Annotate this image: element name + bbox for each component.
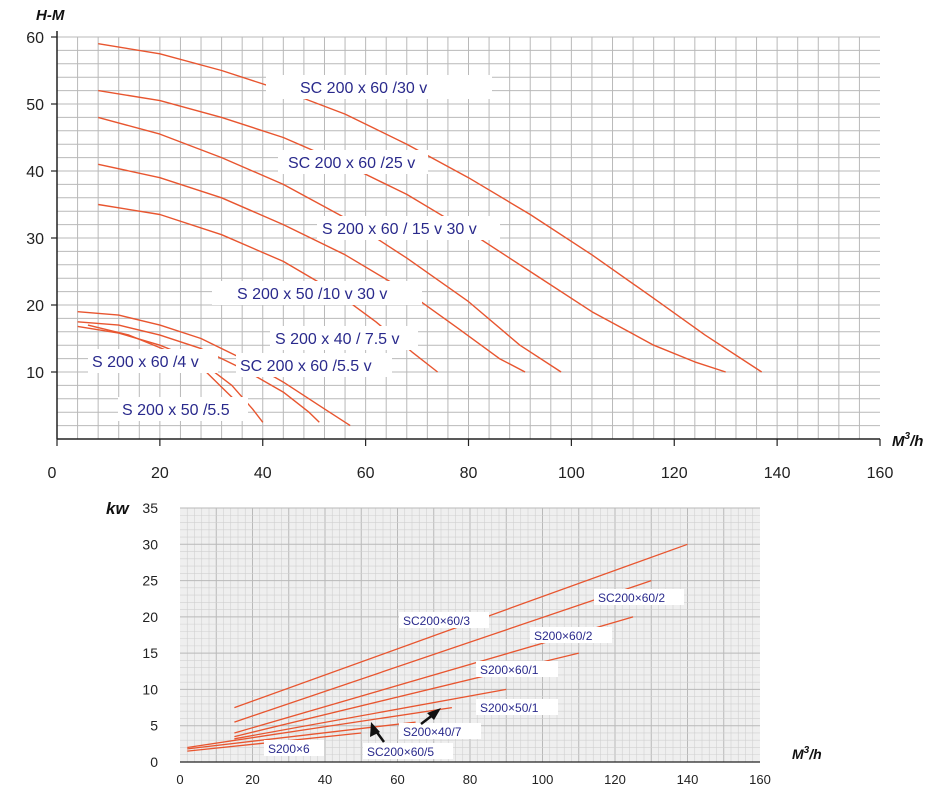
svg-text:S200×60/2: S200×60/2 xyxy=(534,629,593,643)
head-y-tick-label: 20 xyxy=(26,298,44,315)
power-label-s200x6: S200×6 xyxy=(264,740,324,756)
power-y-tick-label: 20 xyxy=(142,609,158,625)
svg-text:S 200 x 50 /10 v 30 v: S 200 x 50 /10 v 30 v xyxy=(237,286,387,303)
svg-text:SC200×60/2: SC200×60/2 xyxy=(598,591,665,605)
power-x-tick-label: 120 xyxy=(604,772,626,787)
power-grid xyxy=(180,507,760,762)
head-y-tick-label: 10 xyxy=(26,365,44,382)
curve-label-sc200x60-25v: SC 200 x 60 /25 v xyxy=(278,150,428,174)
power-label-s200x60-1: S200×60/1 xyxy=(476,661,558,677)
power-curve-1 xyxy=(234,579,652,723)
head-flow-chart: 10 20 30 40 50 60 0 20 40 60 80 100 120 140 160 H-M M… xyxy=(26,7,923,482)
power-label-sc200x60-5: SC200×60/5 xyxy=(363,743,453,759)
curve-label-s200x50-10v: S 200 x 50 /10 v 30 v xyxy=(212,281,422,305)
head-x-tick-label: 140 xyxy=(764,465,791,482)
power-y-axis-title: kw xyxy=(106,499,130,518)
svg-text:S 200 x 60 / 15 v 30 v: S 200 x 60 / 15 v 30 v xyxy=(322,221,477,238)
curve-label-sc200x60-5-5v: SC 200 x 60 /5.5 v xyxy=(236,353,392,377)
power-y-tick-label: 15 xyxy=(142,645,158,661)
power-y-tick-label: 5 xyxy=(150,718,158,734)
curve-label-s200x60-15v: S 200 x 60 / 15 v 30 v xyxy=(317,216,500,240)
arrow-icon-s200x40-7 xyxy=(420,708,441,725)
head-curve-1 xyxy=(98,89,726,373)
arrow-icon-sc200x60-5 xyxy=(370,722,386,743)
head-x-tick-label: 60 xyxy=(357,465,375,482)
power-x-tick-label: 0 xyxy=(176,772,183,787)
power-label-s200x60-2: S200×60/2 xyxy=(530,627,612,643)
curve-label-s200x50-5-5: S 200 x 50 /5.5 xyxy=(118,397,248,421)
head-x-tick-label: 80 xyxy=(460,465,478,482)
head-x-tick-label: 120 xyxy=(661,465,688,482)
svg-text:S200×50/1: S200×50/1 xyxy=(480,701,539,715)
power-x-tick-label: 40 xyxy=(318,772,332,787)
power-x-tick-label: 80 xyxy=(463,772,477,787)
power-x-tick-label: 20 xyxy=(245,772,259,787)
head-x-tick-label: 40 xyxy=(254,465,272,482)
power-label-s200x40-7: S200×40/7 xyxy=(399,723,481,739)
head-y-tick-label: 60 xyxy=(26,30,44,47)
power-x-axis-title: M3/h xyxy=(792,745,822,762)
svg-text:S200×40/7: S200×40/7 xyxy=(403,725,462,739)
head-curve-6 xyxy=(77,321,320,423)
curve-label-s200x60-4v: S 200 x 60 /4 v xyxy=(88,349,218,373)
power-curve-4 xyxy=(234,688,507,740)
svg-text:SC200×60/5: SC200×60/5 xyxy=(367,745,434,759)
power-y-tick-label: 10 xyxy=(142,681,158,697)
power-x-ticks: 0 20 40 60 80 100 120 140 160 xyxy=(176,772,770,787)
svg-text:SC 200 x 60 /5.5 v: SC 200 x 60 /5.5 v xyxy=(240,358,372,375)
head-grid xyxy=(57,36,880,439)
power-x-tick-label: 60 xyxy=(390,772,404,787)
power-curve-5 xyxy=(187,706,452,749)
svg-text:SC 200 x 60 /25 v: SC 200 x 60 /25 v xyxy=(288,155,415,172)
power-y-tick-label: 0 xyxy=(150,754,158,770)
power-y-ticks: 0 5 10 15 20 25 30 35 xyxy=(142,500,158,770)
head-x-tick-label: 0 xyxy=(48,465,57,482)
head-x-ticks: 0 20 40 60 80 100 120 140 160 xyxy=(48,439,894,482)
svg-text:SC200×60/3: SC200×60/3 xyxy=(403,614,470,628)
head-y-axis-title: H-M xyxy=(36,7,65,24)
svg-text:SC 200 x 60 /30 v: SC 200 x 60 /30 v xyxy=(300,80,427,97)
head-y-tick-label: 40 xyxy=(26,164,44,181)
svg-text:S200×60/1: S200×60/1 xyxy=(480,663,539,677)
head-curve-5 xyxy=(77,311,351,427)
power-label-sc200x60-3: SC200×60/3 xyxy=(399,612,489,628)
power-y-tick-label: 35 xyxy=(142,500,158,516)
curve-label-sc200x60-30v: SC 200 x 60 /30 v xyxy=(266,75,492,99)
power-x-tick-label: 140 xyxy=(677,772,699,787)
svg-text:S 200 x 50 /5.5: S 200 x 50 /5.5 xyxy=(122,402,230,419)
power-label-sc200x60-2: SC200×60/2 xyxy=(594,589,684,605)
head-curve-3 xyxy=(98,163,526,373)
power-curve-6 xyxy=(187,721,416,750)
power-y-tick-label: 25 xyxy=(142,573,158,589)
head-y-tick-label: 50 xyxy=(26,97,44,114)
power-x-tick-label: 160 xyxy=(749,772,771,787)
svg-text:S200×6: S200×6 xyxy=(268,742,310,756)
head-x-tick-label: 100 xyxy=(558,465,585,482)
power-label-s200x50-1: S200×50/1 xyxy=(476,699,558,715)
head-curve-0 xyxy=(98,43,763,373)
head-x-tick-label: 20 xyxy=(151,465,169,482)
power-y-tick-label: 30 xyxy=(142,536,158,552)
head-x-tick-label: 160 xyxy=(867,465,894,482)
svg-text:S 200 x 60 /4 v: S 200 x 60 /4 v xyxy=(92,354,199,371)
head-y-ticks: 10 20 30 40 50 60 xyxy=(26,30,57,382)
head-y-tick-label: 30 xyxy=(26,231,44,248)
head-x-axis-title: M3/h xyxy=(892,431,923,450)
curve-label-s200x40-7-5v: S 200 x 40 / 7.5 v xyxy=(270,326,418,350)
power-x-tick-label: 100 xyxy=(532,772,554,787)
svg-text:S 200 x 40 / 7.5 v: S 200 x 40 / 7.5 v xyxy=(275,331,400,348)
